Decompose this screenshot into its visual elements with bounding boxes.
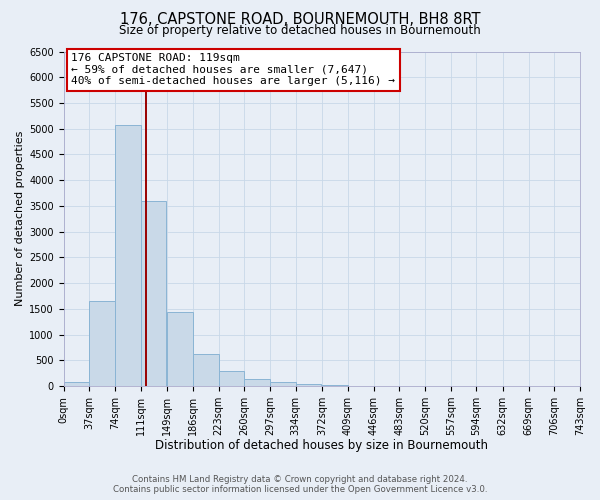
- Bar: [193, 354, 218, 386]
- Bar: [89, 301, 115, 386]
- Bar: [64, 382, 89, 386]
- Bar: [244, 378, 270, 386]
- Text: 176 CAPSTONE ROAD: 119sqm
← 59% of detached houses are smaller (7,647)
40% of se: 176 CAPSTONE ROAD: 119sqm ← 59% of detac…: [71, 53, 395, 86]
- X-axis label: Distribution of detached houses by size in Bournemouth: Distribution of detached houses by size …: [155, 440, 488, 452]
- Bar: [296, 384, 322, 386]
- Bar: [219, 371, 244, 386]
- Y-axis label: Number of detached properties: Number of detached properties: [15, 131, 25, 306]
- Bar: [167, 312, 193, 386]
- Bar: [270, 382, 296, 386]
- Text: Contains HM Land Registry data © Crown copyright and database right 2024.
Contai: Contains HM Land Registry data © Crown c…: [113, 474, 487, 494]
- Bar: [141, 201, 166, 386]
- Text: Size of property relative to detached houses in Bournemouth: Size of property relative to detached ho…: [119, 24, 481, 37]
- Text: 176, CAPSTONE ROAD, BOURNEMOUTH, BH8 8RT: 176, CAPSTONE ROAD, BOURNEMOUTH, BH8 8RT: [120, 12, 480, 28]
- Bar: [115, 124, 140, 386]
